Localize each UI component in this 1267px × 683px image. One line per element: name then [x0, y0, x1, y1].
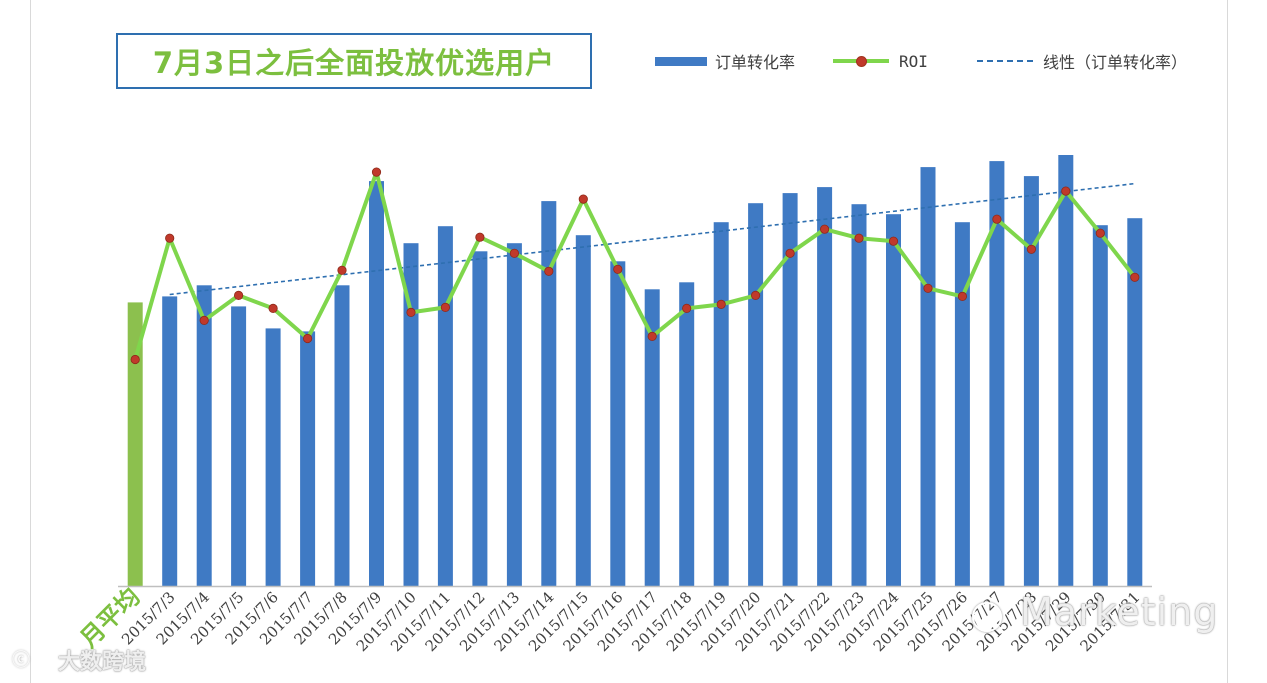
roi-point-2015/7/19: [716, 299, 726, 309]
roi-point-2015/7/9: [371, 167, 382, 177]
roi-point-2015/7/8: [337, 265, 347, 275]
roi-point-2015/7/13: [509, 248, 520, 258]
bar-2015/7/21: [782, 193, 798, 586]
bar-2015/7/6: [265, 328, 281, 586]
bar-2015/7/28: [1023, 176, 1039, 586]
bar-2015/7/30: [1092, 225, 1108, 586]
bar-2015/7/20: [748, 203, 764, 586]
bar-2015/7/3: [162, 296, 178, 586]
bar-2015/7/14: [541, 201, 557, 586]
bar-2015/7/5: [231, 306, 247, 586]
roi-point-2015/7/21: [785, 248, 795, 258]
roi-point-2015/7/31: [1130, 272, 1140, 282]
bar-2015/7/29: [1058, 155, 1074, 586]
bar-2015/7/17: [644, 289, 660, 586]
bar-average: [127, 302, 143, 586]
roi-point-2015/7/25: [923, 283, 933, 293]
roi-point-2015/7/11: [440, 302, 450, 312]
roi-point-2015/7/4: [199, 315, 209, 325]
roi-point-2015/7/16: [613, 264, 623, 274]
roi-line: [133, 170, 1137, 361]
roi-point-2015/7/23: [854, 233, 864, 243]
legend-line-swatch: [833, 48, 889, 74]
roi-point-2015/7/12: [475, 232, 485, 242]
bar-2015/7/9: [369, 181, 384, 586]
bar-2015/7/23: [851, 204, 867, 586]
bar-2015/7/27: [989, 161, 1005, 586]
roi-point-2015/7/27: [992, 214, 1002, 224]
chart-title: 7月3日之后全面投放优选用户: [116, 33, 592, 89]
wechat-watermark-icon: [972, 602, 1002, 632]
roi-point-2015/7/22: [819, 224, 830, 234]
bar-2015/7/4: [196, 285, 212, 586]
legend-bar-label: 订单转化率: [715, 53, 796, 72]
roi-point-2015/7/26: [957, 291, 968, 301]
bar-2015/7/16: [610, 261, 626, 586]
roi-point-月平均: [130, 354, 140, 365]
bar-2015/7/10: [403, 243, 419, 586]
roi-point-2015/7/20: [750, 290, 761, 300]
bar-2015/7/8: [334, 285, 350, 586]
bar-2015/7/15: [575, 235, 591, 586]
bar-2015/7/13: [506, 243, 522, 586]
bar-2015/7/11: [437, 226, 453, 586]
legend-trend-swatch: [977, 60, 1033, 62]
roi-point-2015/7/24: [888, 236, 899, 246]
bar-2015/7/25: [920, 167, 936, 586]
legend-line-label: ROI: [899, 51, 928, 71]
legend: 订单转化率 ROI 线性（订单转化率）: [655, 48, 1215, 74]
bar-2015/7/22: [817, 187, 833, 586]
roi-point-2015/7/30: [1095, 228, 1105, 238]
bar-2015/7/24: [886, 214, 901, 586]
roi-point-2015/7/29: [1061, 186, 1071, 196]
trend-line: [169, 182, 1135, 296]
roi-point-2015/7/10: [406, 307, 416, 317]
bar-2015/7/18: [679, 282, 695, 586]
legend-item-line: ROI: [833, 48, 928, 74]
roi-point-2015/7/3: [165, 233, 175, 243]
roi-point-2015/7/28: [1026, 244, 1037, 254]
bar-2015/7/31: [1127, 218, 1143, 586]
bar-2015/7/19: [713, 222, 729, 586]
roi-point-2015/7/18: [682, 303, 692, 313]
roi-point-2015/7/15: [578, 194, 588, 204]
legend-item-bar: 订单转化率: [655, 48, 795, 74]
roi-point-2015/7/6: [268, 303, 278, 313]
legend-trend-label: 线性（订单转化率）: [1043, 53, 1188, 72]
roi-point-2015/7/17: [647, 331, 657, 341]
legend-item-trend: 线性（订单转化率）: [977, 48, 1187, 74]
roi-point-2015/7/7: [302, 333, 313, 344]
bar-2015/7/7: [300, 331, 316, 586]
roi-point-2015/7/14: [544, 266, 554, 276]
weibo-watermark-icon: ⓒ: [12, 650, 30, 671]
roi-point-2015/7/5: [234, 290, 244, 300]
bar-2015/7/26: [954, 222, 970, 586]
chart-frame: [30, 0, 1228, 683]
legend-bar-swatch: [655, 56, 707, 66]
bar-2015/7/12: [472, 251, 488, 587]
